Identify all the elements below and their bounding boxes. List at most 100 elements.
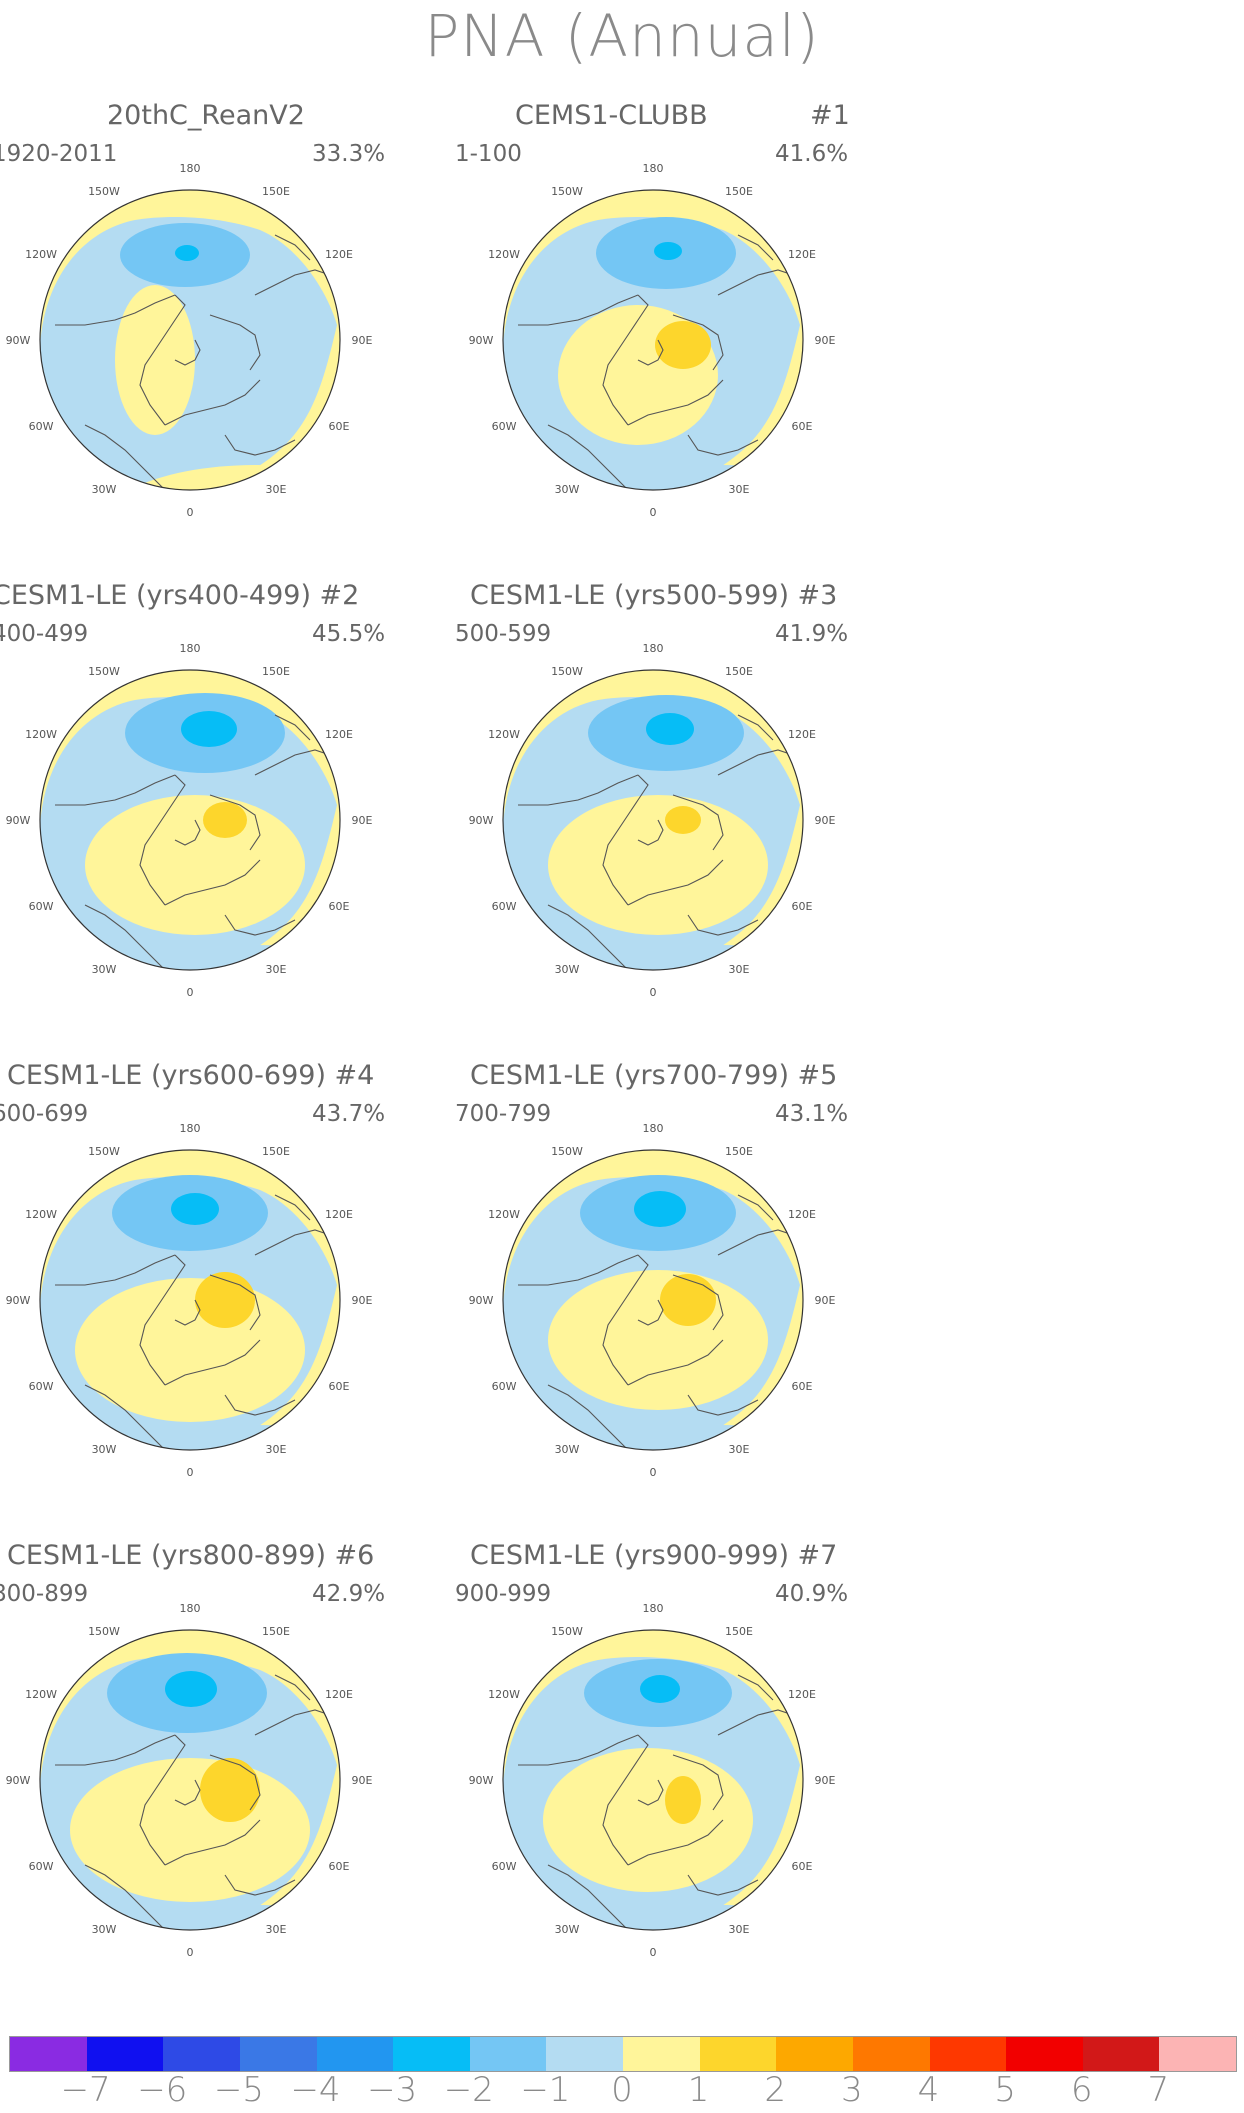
longitude-label: 30E xyxy=(729,1443,750,1456)
panel-percent: 42.9% xyxy=(312,1581,386,1607)
longitude-label: 90W xyxy=(469,334,494,347)
longitude-label: 30E xyxy=(266,1923,287,1936)
longitude-label: 150E xyxy=(725,1145,753,1158)
map-border xyxy=(39,1149,341,1451)
longitude-label: 120W xyxy=(25,728,57,741)
longitude-label: 30W xyxy=(555,963,580,976)
longitude-label: 180 xyxy=(643,642,664,655)
panel-years: 1-100 xyxy=(455,141,522,167)
map-panel: CESM1-LE (yrs500-599) #3 500-599 41.9% 180 1… xyxy=(455,580,975,1050)
colorbar-label: 0 xyxy=(611,2070,633,2110)
coastline xyxy=(518,1734,639,1766)
longitude-label: 60W xyxy=(29,1860,54,1873)
pacific-low-core xyxy=(171,1193,219,1225)
longitude-label: 150W xyxy=(551,1625,583,1638)
longitude-label: 0 xyxy=(650,1946,657,1959)
coastline xyxy=(687,914,759,936)
coastline xyxy=(224,1394,296,1416)
polar-map: 180 150E 120E 90E 60E 30E 0 30W 60W 90W 120W 150W xyxy=(0,130,400,554)
coastline xyxy=(627,859,724,906)
colorbar-swatch xyxy=(1159,2037,1236,2071)
longitude-label: 60E xyxy=(791,1380,812,1393)
longitude-label: 0 xyxy=(650,506,657,519)
longitude-label: 150E xyxy=(725,185,753,198)
panel-years: 500-599 xyxy=(455,621,552,647)
positive-anomaly xyxy=(548,1270,768,1410)
colorbar-label: −4 xyxy=(290,2070,341,2110)
longitude-label: 90E xyxy=(352,1294,373,1307)
panel-percent: 43.7% xyxy=(312,1101,386,1127)
longitude-label: 120W xyxy=(25,1688,57,1701)
colorbar-swatch xyxy=(469,2037,547,2071)
coastline xyxy=(84,1384,166,1450)
coastline xyxy=(637,819,664,846)
longitude-label: 150E xyxy=(262,185,290,198)
positive-anomaly-core xyxy=(195,1272,255,1328)
longitude-label: 60E xyxy=(791,420,812,433)
colorbar-label: −6 xyxy=(137,2070,188,2110)
longitude-label: 30W xyxy=(92,1923,117,1936)
longitude-label: 60W xyxy=(492,900,517,913)
map-panel: CESM1-LE (yrs600-699) #4 600-699 43.7% 180 1… xyxy=(0,1060,512,1530)
panel-years: 600-699 xyxy=(0,1101,89,1127)
coastline xyxy=(687,1874,759,1896)
longitude-label: 30E xyxy=(266,483,287,496)
positive-anomaly xyxy=(85,795,305,935)
map-border xyxy=(502,1629,804,1931)
polar-map: 180 150E 120E 90E 60E 30E 0 30W 60W 90W 120W 150W xyxy=(443,610,863,1034)
longitude-label: 120E xyxy=(325,1208,353,1221)
coastline xyxy=(737,1674,774,1701)
coastline xyxy=(254,749,331,776)
longitude-label: 30W xyxy=(92,1443,117,1456)
colorbar-label: −2 xyxy=(443,2070,494,2110)
coastline xyxy=(209,1274,261,1331)
coastline xyxy=(602,1254,649,1386)
positive-anomaly-core xyxy=(665,806,701,834)
positive-anomaly-core xyxy=(660,1274,716,1326)
colorbar-swatch xyxy=(623,2037,700,2071)
coastline xyxy=(547,1864,629,1930)
coastline xyxy=(627,1339,724,1386)
coastline xyxy=(274,1194,311,1221)
longitude-label: 120E xyxy=(325,248,353,261)
coastline xyxy=(164,1819,261,1866)
longitude-label: 150W xyxy=(88,665,120,678)
longitude-label: 90E xyxy=(352,814,373,827)
colorbar-swatch xyxy=(776,2037,853,2071)
longitude-label: 90E xyxy=(815,334,836,347)
coastline xyxy=(737,234,774,261)
longitude-label: 180 xyxy=(180,1122,201,1135)
colorbar-label: 6 xyxy=(1070,2070,1093,2110)
longitude-label: 0 xyxy=(650,1466,657,1479)
polar-map: 180 150E 120E 90E 60E 30E 0 30W 60W 90W 120W 150W xyxy=(0,1570,400,1994)
coastline xyxy=(224,1874,296,1896)
colorbar-labels: −7 −6 −5 −4 −3 −2 −1 0 1 2 3 4 5 6 7 xyxy=(9,2070,1235,2112)
polar-map: 180 150E 120E 90E 60E 30E 0 30W 60W 90W 120W 150W xyxy=(0,1090,400,1514)
main-title: PNA (Annual) xyxy=(424,2,820,70)
coastline xyxy=(174,819,201,846)
panel-title: CESM1-LE (yrs700-799) #5 xyxy=(470,1060,838,1091)
coastline xyxy=(209,314,261,371)
longitude-label: 30E xyxy=(729,483,750,496)
coastline xyxy=(637,339,664,366)
longitude-label: 30E xyxy=(729,1923,750,1936)
coastline xyxy=(547,424,629,490)
longitude-label: 60W xyxy=(492,1860,517,1873)
coastline xyxy=(672,1274,724,1331)
longitude-label: 60E xyxy=(791,1860,812,1873)
pacific-low-core xyxy=(634,1191,686,1227)
panel-years: 900-999 xyxy=(455,1581,552,1607)
longitude-label: 30W xyxy=(92,963,117,976)
pacific-low-core xyxy=(175,245,199,261)
longitude-label: 60E xyxy=(791,900,812,913)
coastline xyxy=(139,294,186,426)
coastline xyxy=(139,774,186,906)
coastline xyxy=(254,1229,331,1256)
coastline xyxy=(672,1754,724,1811)
colorbar-swatch xyxy=(10,2037,87,2071)
longitude-label: 60E xyxy=(328,1860,349,1873)
longitude-label: 120W xyxy=(488,1208,520,1221)
longitude-label: 90W xyxy=(6,334,31,347)
longitude-label: 60W xyxy=(492,1380,517,1393)
polar-map: 180 150E 120E 90E 60E 30E 0 30W 60W 90W 120W 150W xyxy=(0,610,400,1034)
